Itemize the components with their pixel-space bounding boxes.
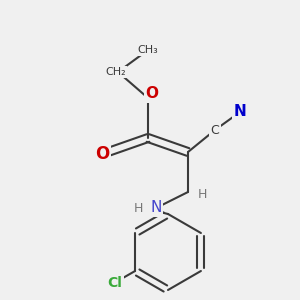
Text: H: H: [133, 202, 143, 214]
Text: O: O: [95, 145, 109, 163]
Text: C: C: [211, 124, 219, 136]
Text: H: H: [197, 188, 207, 200]
Text: CH₃: CH₃: [138, 45, 158, 55]
Text: N: N: [150, 200, 162, 215]
Text: O: O: [146, 86, 158, 101]
Text: N: N: [234, 104, 246, 119]
Text: Cl: Cl: [108, 276, 122, 290]
Text: CH₂: CH₂: [106, 67, 126, 77]
